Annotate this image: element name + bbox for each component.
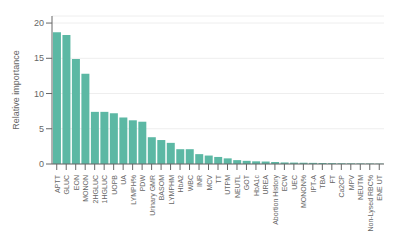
svg-text:Urinary GMR: Urinary GMR	[149, 175, 157, 216]
svg-text:GOT: GOT	[243, 174, 250, 190]
svg-text:HbA1c: HbA1c	[253, 175, 260, 197]
svg-text:PDW: PDW	[139, 175, 146, 192]
svg-text:MONON%: MONON%	[300, 175, 307, 208]
svg-text:EON: EON	[73, 175, 80, 190]
svg-text:LYMPHM: LYMPHM	[168, 175, 175, 205]
svg-text:15: 15	[34, 53, 44, 63]
svg-text:BASOM: BASOM	[158, 175, 165, 200]
svg-text:INR: INR	[196, 175, 203, 187]
svg-text:MPV: MPV	[348, 175, 355, 191]
svg-text:0: 0	[39, 159, 44, 169]
svg-text:ECW: ECW	[281, 175, 288, 192]
svg-text:UEC: UEC	[291, 175, 298, 190]
svg-text:5: 5	[39, 124, 44, 134]
svg-text:Abortion History: Abortion History	[272, 175, 280, 225]
svg-text:FT: FT	[329, 174, 336, 183]
svg-text:20: 20	[34, 18, 44, 28]
svg-text:UREA: UREA	[262, 175, 269, 195]
svg-text:10: 10	[34, 89, 44, 99]
svg-text:NEUTL: NEUTL	[234, 175, 241, 198]
svg-text:ENE UT: ENE UT	[376, 174, 383, 200]
svg-text:APTT: APTT	[54, 174, 61, 193]
svg-text:Non-Lysed RBC%: Non-Lysed RBC%	[367, 175, 375, 232]
svg-text:UOPB: UOPB	[111, 175, 118, 195]
svg-text:NEUTM: NEUTM	[357, 175, 364, 200]
svg-text:GLUC: GLUC	[63, 175, 70, 194]
svg-text:MONON: MONON	[82, 175, 89, 202]
svg-text:UA: UA	[120, 175, 127, 185]
svg-text:MCV: MCV	[206, 175, 213, 191]
svg-text:IPT-A: IPT-A	[310, 175, 317, 193]
svg-text:WBC: WBC	[187, 175, 194, 191]
svg-text:TT: TT	[215, 174, 222, 183]
svg-text:1HGLUC: 1HGLUC	[101, 175, 108, 203]
svg-text:HbA2: HbA2	[177, 175, 184, 193]
svg-text:2HGLUC: 2HGLUC	[92, 175, 99, 203]
svg-text:LYMPH%: LYMPH%	[130, 175, 137, 205]
svg-text:UTPM: UTPM	[224, 175, 231, 195]
svg-text:TBA: TBA	[319, 175, 326, 189]
svg-text:Relative importance: Relative importance	[11, 50, 21, 130]
svg-text:Ca2CP: Ca2CP	[338, 175, 345, 198]
